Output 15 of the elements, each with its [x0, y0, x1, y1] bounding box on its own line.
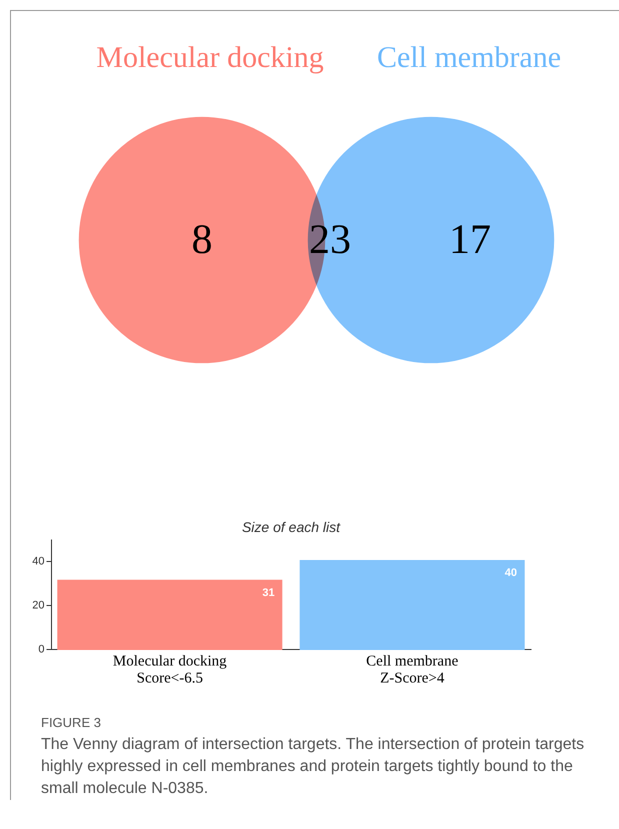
text: 8: [192, 217, 212, 263]
y-tick-label: 20: [32, 600, 44, 612]
text: 23: [309, 217, 351, 263]
data-label: 31: [262, 586, 275, 599]
text: 17: [449, 217, 491, 263]
y-tick-label: 40: [32, 556, 44, 568]
chart-title: Size of each list: [242, 519, 342, 535]
data-label: 40: [504, 567, 518, 579]
x-tick-label: Cell membrane Z-Score>4: [366, 654, 459, 686]
x-tick-label: Molecular docking Score<-6.5: [112, 654, 228, 686]
category-label: Molecular docking: [96, 41, 324, 74]
category-label: Cell membrane: [376, 41, 562, 74]
text: The Venny diagram of intersection targets. The intersection of protein targets highly expressed in cell membranes and protein targets tightly bound to the small molecule N-0385.: [41, 735, 586, 799]
caption: FIGURE 3: [41, 715, 102, 730]
y-tick-label: 0: [38, 644, 44, 656]
